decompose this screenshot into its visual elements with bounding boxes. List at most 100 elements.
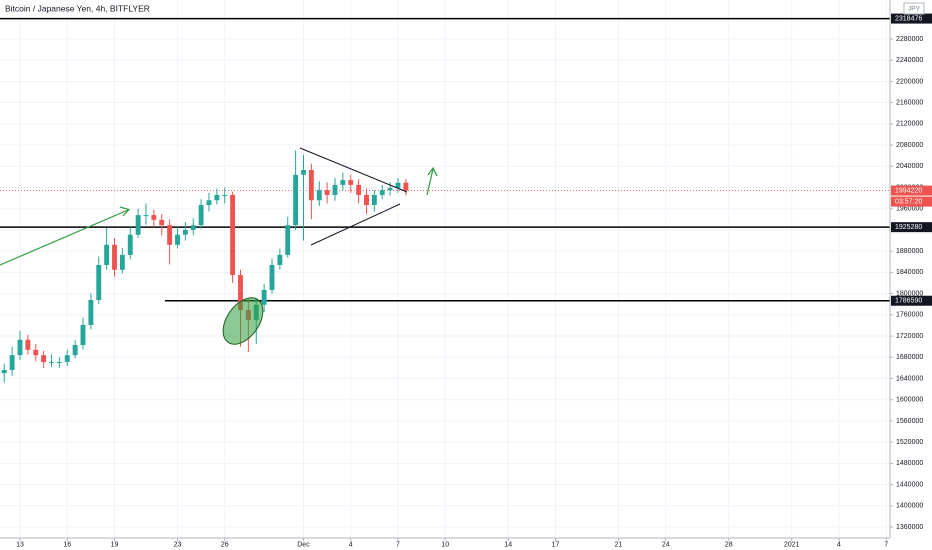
candle-body (206, 200, 212, 206)
y-tick-label: 2280000 (896, 36, 923, 43)
x-tick-label: 21 (615, 541, 623, 548)
candle-body (198, 205, 204, 226)
level-label-box (891, 295, 932, 306)
y-tick-label: 2040000 (896, 163, 923, 170)
candle-body (127, 234, 133, 255)
y-tick-label: 1480000 (896, 460, 923, 467)
candle-body (96, 264, 102, 300)
triangle-line (310, 203, 401, 246)
y-tick-label: 1400000 (896, 503, 923, 510)
level-label: 1925280 (895, 224, 922, 231)
grid (0, 0, 890, 538)
x-tick-label: 10 (441, 541, 449, 548)
y-tick-label: 2080000 (896, 142, 923, 149)
x-tick-label: 16 (63, 541, 71, 548)
candle-body (316, 190, 322, 201)
candle-body (112, 244, 117, 270)
candle-body (356, 184, 362, 195)
x-tick-label: 7 (396, 541, 400, 548)
candle-body (190, 225, 196, 230)
y-tick-label: 2240000 (896, 57, 923, 64)
chart-title: Bitcoin / Japanese Yen, 4h, BITFLYER (5, 3, 150, 13)
candle-body (17, 339, 23, 356)
currency-box (903, 2, 925, 15)
y-tick-label: 1840000 (896, 269, 923, 276)
candle-body (301, 170, 306, 175)
candle-body (175, 234, 180, 245)
y-tick-label: 2120000 (896, 121, 923, 128)
candle-body (1, 370, 7, 374)
candle-body (308, 170, 314, 201)
candle-body (348, 180, 354, 185)
candle-body (182, 229, 188, 235)
y-tick-label: 1560000 (896, 418, 923, 425)
candle-body (277, 254, 283, 265)
x-tick-label: 26 (221, 541, 229, 548)
y-tick-label: 1520000 (896, 439, 923, 446)
last-price-box (891, 185, 932, 196)
level-label: 2318476 (895, 15, 922, 22)
x-tick-label: 24 (662, 541, 670, 548)
y-tick-label: 2200000 (896, 78, 923, 85)
candle-body (56, 362, 62, 364)
candle-body (119, 254, 125, 270)
candle-body (143, 215, 149, 217)
x-tick-label: 4 (837, 541, 841, 548)
candle-body (324, 190, 330, 195)
candle-body (88, 299, 94, 325)
candle-body (340, 180, 346, 185)
y-tick-label: 1360000 (896, 524, 923, 531)
y-tick-label: 2160000 (896, 99, 923, 106)
candle-body (222, 194, 228, 196)
candle-body (9, 355, 15, 371)
trend-arrow (0, 209, 129, 266)
candle-body (64, 355, 70, 363)
x-tick-label: 7 (884, 541, 888, 548)
candle-body (269, 264, 275, 290)
y-tick-label: 1960000 (896, 206, 923, 213)
arrow-head (427, 166, 438, 177)
candle-body (332, 184, 338, 195)
y-tick-label: 1440000 (896, 481, 923, 488)
levels (0, 17, 890, 302)
candle-body (41, 355, 47, 363)
y-tick-label: 1880000 (896, 248, 923, 255)
y-tick-label: 1800000 (896, 290, 923, 297)
up-arrow (426, 168, 434, 196)
x-tick-label: 14 (504, 541, 512, 548)
x-tick-label: 2021 (784, 541, 800, 548)
candle-body (379, 190, 385, 195)
x-tick-label: 28 (725, 541, 733, 548)
y-tick-label: 1720000 (896, 333, 923, 340)
level-label-box (891, 13, 932, 24)
currency: JPY (908, 6, 921, 13)
level-label-box (891, 222, 932, 233)
level-label: 1786590 (895, 298, 922, 305)
candle-body (285, 225, 291, 255)
drawings (0, 147, 438, 345)
x-tick-label: 13 (16, 541, 24, 548)
candle-body (371, 194, 377, 206)
candle-body (151, 215, 157, 220)
y-tick-label: 1760000 (896, 312, 923, 319)
candle-body (293, 174, 299, 226)
candle-body (159, 219, 165, 226)
x-tick-label: 4 (349, 541, 353, 548)
candle-body (230, 194, 236, 276)
y-tick-label: 1640000 (896, 375, 923, 382)
axes: 1360000 1400000 1440000 1480000 1520000 15600… (16, 13, 932, 548)
candle-body (167, 225, 173, 245)
countdown-box (891, 196, 932, 207)
candle-body (387, 188, 393, 191)
y-tick-label: 1680000 (896, 354, 923, 361)
candles (1, 150, 409, 383)
last-price-label: 1994220 (895, 187, 922, 194)
candle-body (80, 324, 86, 346)
x-tick-label: Dec (297, 541, 310, 548)
candle-body (238, 275, 243, 311)
candle-body (395, 182, 401, 189)
x-tick-label: 23 (174, 541, 182, 548)
candle-body (49, 362, 54, 364)
x-tick-label: 19 (111, 541, 119, 548)
